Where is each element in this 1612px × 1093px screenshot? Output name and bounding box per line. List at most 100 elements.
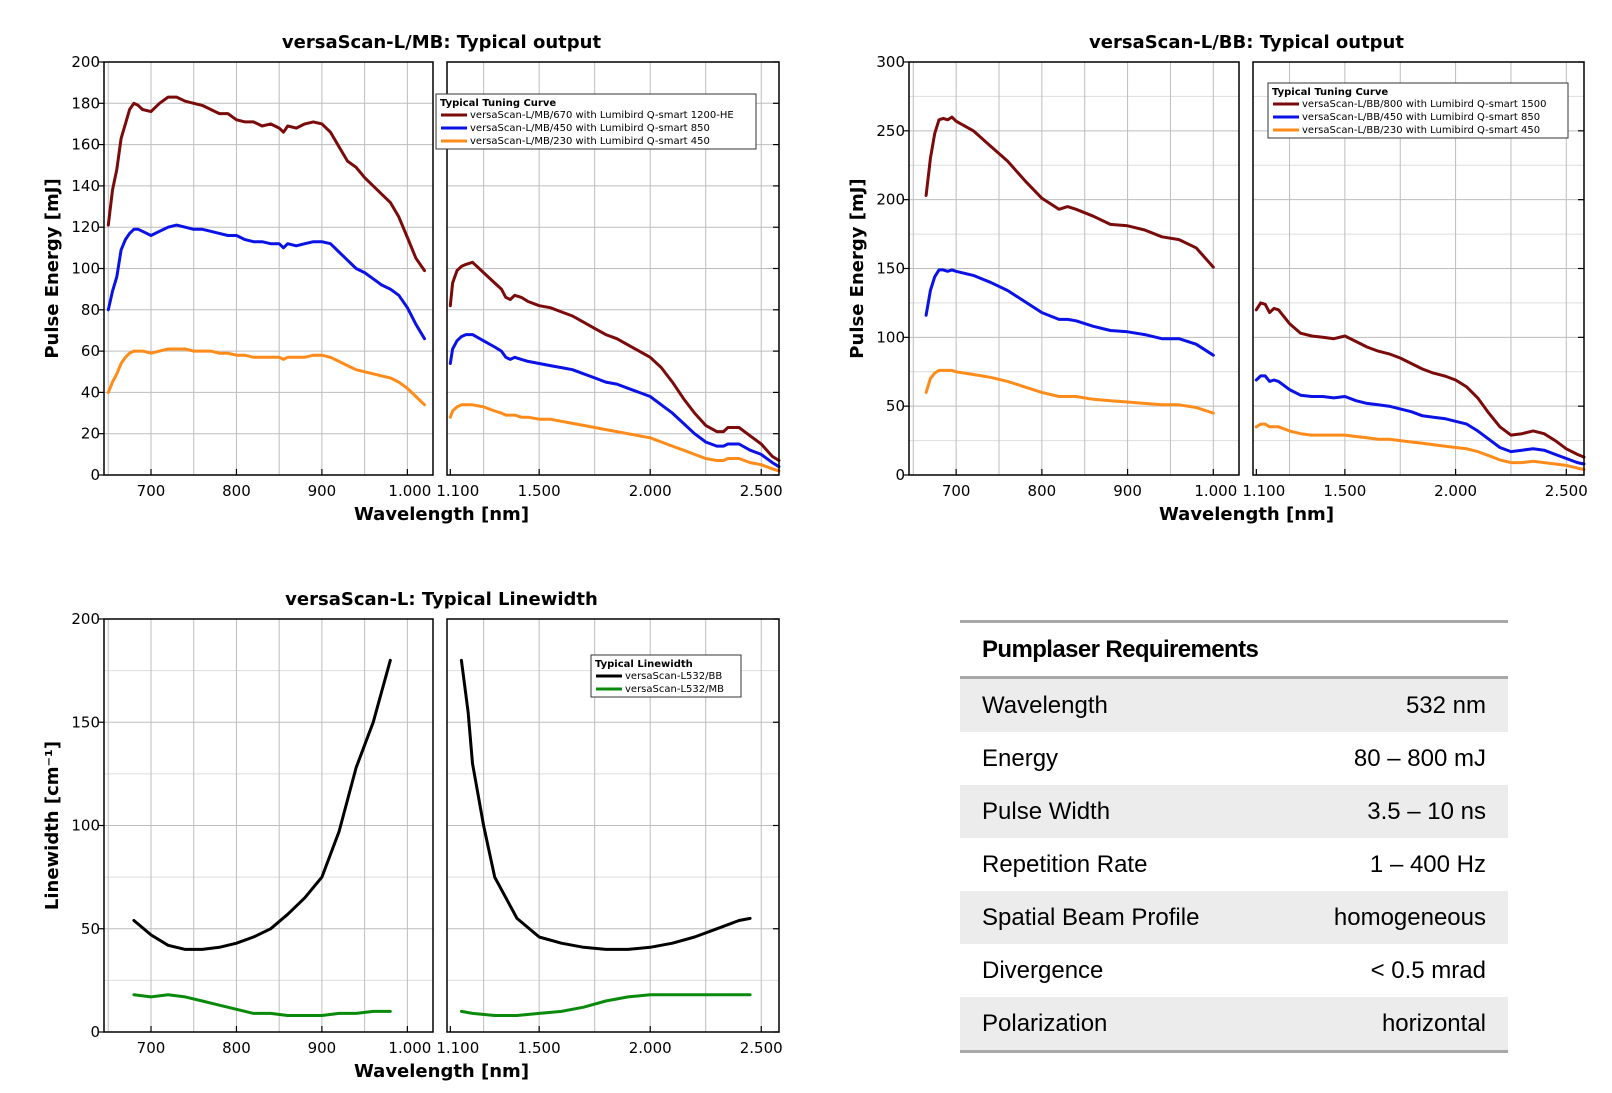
chart-3: 0 50 100 150 200 700 800 900 1.000 1.100 1.500 2.00… [42, 589, 783, 1082]
series-line [132, 658, 392, 951]
series-line [448, 403, 781, 473]
legend-entry: versaScan-L/BB/230 with Lumibird Q-smart… [1302, 125, 1540, 136]
x-tick-label: 2.000 [1434, 482, 1477, 500]
y-tick-label: 160 [71, 136, 100, 154]
chart-title: versaScan-L/BB: Typical output [1089, 32, 1404, 53]
x-tick-label: 700 [137, 482, 166, 500]
x-tick-label: 1.000 [388, 1039, 431, 1057]
chart-title: versaScan-L: Typical Linewidth [285, 589, 598, 610]
y-tick-label: 0 [90, 1023, 100, 1041]
series-group [924, 115, 1586, 471]
table-row: Divergence < 0.5 mrad [960, 944, 1508, 997]
table-row: Pulse Width 3.5 – 10 ns [960, 785, 1508, 838]
y-tick-label: 60 [81, 342, 100, 360]
x-axis-label: Wavelength [nm] [1159, 504, 1334, 525]
table-row-label: Repetition Rate [982, 850, 1148, 878]
series-line [924, 115, 1215, 269]
x-tick-label: 700 [137, 1039, 166, 1057]
x-tick-label: 1.500 [1323, 482, 1366, 500]
x-tick-label: 900 [308, 482, 337, 500]
y-tick-label: 200 [876, 191, 905, 209]
legend-entry: versaScan-L/MB/670 with Lumibird Q-smart… [470, 110, 734, 121]
table-row-label: Polarization [982, 1009, 1108, 1037]
y-axis: 0 50 100 150 200 [71, 610, 779, 1041]
y-tick-label: 300 [876, 53, 905, 71]
legend-entry: versaScan-L/MB/230 with Lumibird Q-smart… [470, 136, 710, 147]
legend-box [435, 93, 757, 150]
x-tick-label: 2.000 [629, 482, 672, 500]
y-tick-label: 140 [71, 177, 100, 195]
x-axis-label: Wavelength [nm] [354, 504, 529, 525]
x-axis: 700 800 900 1.000 1.100 1.500 2.000 2.500 [942, 469, 1588, 500]
x-tick-label: 800 [222, 482, 251, 500]
legend-entry: versaScan-L532/MB [625, 684, 724, 695]
y-tick-label: 120 [71, 218, 100, 236]
gridlines [104, 619, 779, 1032]
series-line [448, 333, 781, 469]
series-line [459, 993, 752, 1017]
y-tick-label: 0 [90, 466, 100, 484]
legend-entry: versaScan-L/MB/450 with Lumibird Q-smart… [470, 123, 710, 134]
pumplaser-requirements-table: Pumplaser Requirements Wavelength 532 nm E… [960, 620, 1508, 1053]
table-row-label: Pulse Width [982, 797, 1111, 825]
y-tick-label: 80 [81, 301, 100, 319]
legend-title: Typical Tuning Curve [440, 98, 556, 109]
y-tick-label: 180 [71, 94, 100, 112]
x-tick-label: 1.100 [436, 482, 479, 500]
x-tick-label: 1.500 [518, 1039, 561, 1057]
y-tick-label: 100 [876, 328, 905, 346]
x-tick-label: 700 [942, 482, 971, 500]
y-axis: 0 50 100 150 200 250 300 [876, 53, 1584, 484]
x-tick-label: 1.100 [1242, 482, 1285, 500]
table-row-value: 3.5 – 10 ns [1367, 797, 1486, 825]
y-tick-label: 200 [71, 53, 100, 71]
table-row-value: 532 nm [1405, 691, 1486, 719]
x-tick-label: 800 [1028, 482, 1057, 500]
series-line [448, 260, 781, 462]
x-tick-label: 900 [308, 1039, 337, 1057]
x-tick-label: 2.500 [740, 1039, 783, 1057]
table-row: Spatial Beam Profile homogeneous [960, 891, 1508, 944]
y-tick-label: 50 [886, 397, 905, 415]
table-row-value: 80 – 800 mJ [1353, 744, 1486, 772]
x-axis: 700 800 900 1.000 1.100 1.500 2.000 2.500 [137, 1026, 783, 1057]
x-tick-label: 2.500 [740, 482, 783, 500]
legend-box [1267, 82, 1569, 139]
x-tick-label: 1.000 [1194, 482, 1237, 500]
series-line [1254, 374, 1586, 466]
chart-2: 0 50 100 150 200 250 300 700 800 900 1.000 1.100 1.5… [847, 32, 1588, 525]
y-tick-label: 100 [71, 260, 100, 278]
table-row-label: Wavelength [982, 691, 1108, 719]
table-title: Pumplaser Requirements [960, 623, 1508, 679]
x-tick-label: 1.100 [436, 1039, 479, 1057]
gridlines [909, 62, 1584, 475]
x-tick-label: 1.500 [518, 482, 561, 500]
table-row: Wavelength 532 nm [960, 679, 1508, 732]
x-tick-label: 2.000 [629, 1039, 672, 1057]
table-row: Energy 80 – 800 mJ [960, 732, 1508, 785]
series-line [1254, 422, 1586, 471]
y-tick-label: 20 [81, 425, 100, 443]
series-line [924, 268, 1215, 357]
x-axis-label: Wavelength [nm] [354, 1061, 529, 1082]
chart-1: 0 20 40 60 80 100 120 140 160 180 200 700 800 900 1.00… [42, 32, 783, 525]
x-tick-label: 900 [1113, 482, 1142, 500]
chart-title: versaScan-L/MB: Typical output [282, 32, 602, 53]
gridlines [104, 62, 779, 475]
series-line [132, 993, 392, 1017]
legend-title: Typical Tuning Curve [1272, 87, 1388, 98]
x-tick-label: 1.000 [388, 482, 431, 500]
series-line [106, 347, 426, 407]
series-line [106, 223, 426, 341]
series-group [106, 95, 781, 473]
legend-entry: versaScan-L/BB/450 with Lumibird Q-smart… [1302, 112, 1540, 123]
table-row: Polarization horizontal [960, 997, 1508, 1050]
y-axis-label: Pulse Energy [mJ] [42, 178, 63, 358]
series-line [924, 368, 1215, 415]
y-tick-label: 40 [81, 383, 100, 401]
x-tick-label: 800 [222, 1039, 251, 1057]
y-axis: 0 20 40 60 80 100 120 140 160 180 200 [71, 53, 779, 484]
y-tick-label: 100 [71, 817, 100, 835]
